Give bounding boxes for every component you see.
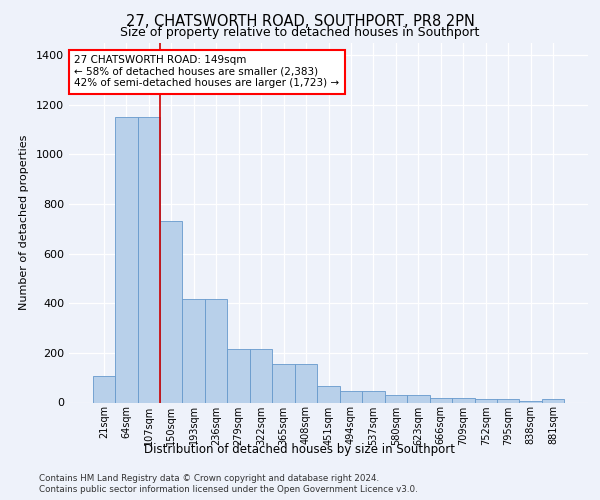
Bar <box>542 400 565 402</box>
Bar <box>115 117 137 403</box>
Text: 27, CHATSWORTH ROAD, SOUTHPORT, PR8 2PN: 27, CHATSWORTH ROAD, SOUTHPORT, PR8 2PN <box>125 14 475 29</box>
Bar <box>205 300 227 403</box>
Bar <box>497 400 520 402</box>
Text: Size of property relative to detached houses in Southport: Size of property relative to detached ho… <box>121 26 479 39</box>
Bar <box>160 222 182 402</box>
Bar <box>317 386 340 402</box>
Bar <box>475 400 497 402</box>
Text: Contains public sector information licensed under the Open Government Licence v3: Contains public sector information licen… <box>39 485 418 494</box>
Bar <box>295 364 317 403</box>
Bar <box>227 349 250 403</box>
Text: 27 CHATSWORTH ROAD: 149sqm
← 58% of detached houses are smaller (2,383)
42% of s: 27 CHATSWORTH ROAD: 149sqm ← 58% of deta… <box>74 55 340 88</box>
Y-axis label: Number of detached properties: Number of detached properties <box>19 135 29 310</box>
Bar <box>430 398 452 402</box>
Bar <box>137 117 160 403</box>
Bar <box>340 391 362 402</box>
Text: Distribution of detached houses by size in Southport: Distribution of detached houses by size … <box>145 442 455 456</box>
Bar <box>385 395 407 402</box>
Bar <box>92 376 115 402</box>
Bar <box>452 398 475 402</box>
Bar <box>250 349 272 403</box>
Bar <box>407 395 430 402</box>
Text: Contains HM Land Registry data © Crown copyright and database right 2024.: Contains HM Land Registry data © Crown c… <box>39 474 379 483</box>
Bar <box>362 391 385 402</box>
Bar <box>182 300 205 403</box>
Bar <box>272 364 295 403</box>
